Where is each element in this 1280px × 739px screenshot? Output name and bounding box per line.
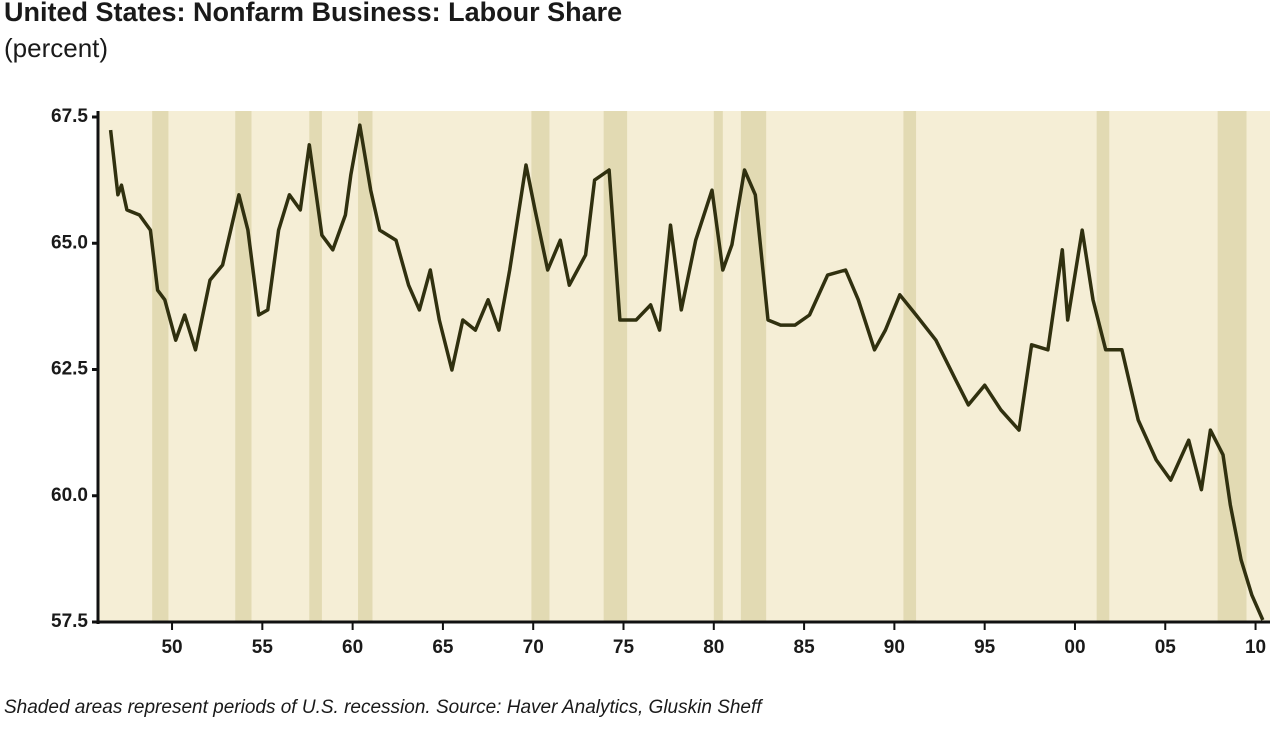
y-tick-label: 60.0 (51, 485, 88, 506)
recession-band (531, 111, 550, 622)
x-tick-label: 80 (703, 637, 724, 658)
x-tick-label: 60 (342, 637, 363, 658)
series-line (108, 123, 1265, 621)
x-tick-label: 95 (974, 637, 996, 658)
x-tick-label: 50 (161, 637, 182, 658)
recession-band (152, 111, 169, 622)
recession-band (309, 111, 322, 622)
recession-band (358, 111, 373, 622)
x-tick-label: 00 (1064, 637, 1085, 658)
footnote: Shaded areas represent periods of U.S. r… (4, 697, 763, 718)
x-tick-label: 70 (523, 637, 544, 658)
recession-band (1217, 111, 1247, 622)
y-tick-label: 67.5 (51, 106, 88, 127)
x-tick-label: 65 (432, 637, 454, 658)
x-tick-label: 90 (884, 637, 905, 658)
chart-title: United States: Nonfarm Business: Labour … (4, 0, 622, 27)
x-tick-label: 75 (613, 637, 635, 658)
y-tick-label: 65.0 (51, 232, 88, 253)
recession-band (603, 111, 628, 622)
y-tick-label: 57.5 (51, 611, 88, 632)
x-tick-label: 10 (1245, 637, 1266, 658)
x-tick-label: 05 (1155, 637, 1177, 658)
x-tick-label: 85 (794, 637, 816, 658)
recession-band (903, 111, 917, 622)
chart-subtitle: (percent) (4, 33, 108, 63)
recession-band (1096, 111, 1110, 622)
recession-band (740, 111, 767, 622)
plot-background (98, 111, 1270, 622)
y-tick-label: 62.5 (51, 359, 88, 380)
x-tick-label: 55 (252, 637, 274, 658)
recession-band (235, 111, 252, 622)
recession-band (713, 111, 723, 622)
